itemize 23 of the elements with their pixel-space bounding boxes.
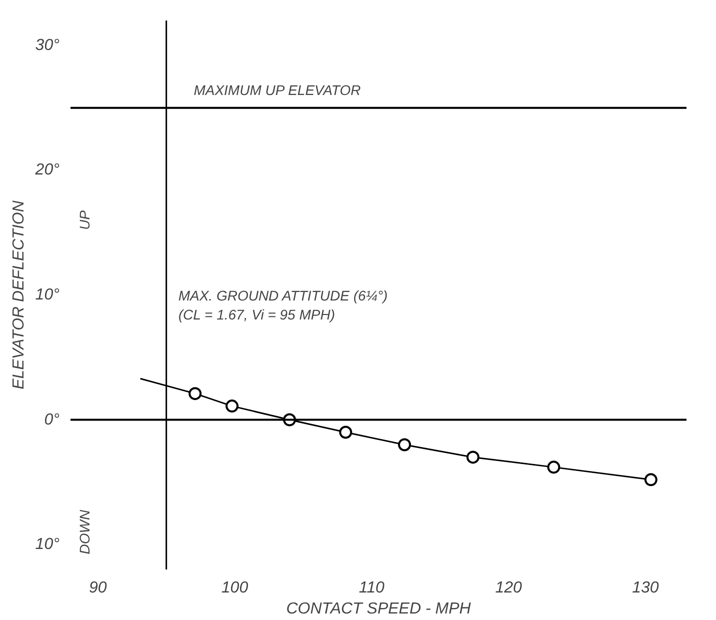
point	[398, 438, 412, 452]
point	[547, 460, 560, 474]
y-tick-label: 10°	[35, 536, 60, 554]
point	[339, 426, 352, 439]
y-tick-label: 0°	[44, 411, 60, 428]
ref-line-label: MAXIMUM UP ELEVATOR	[194, 82, 361, 98]
point	[188, 387, 202, 400]
y-tick-label: 20°	[34, 162, 60, 179]
x-tick-label: 110	[358, 580, 385, 596]
x-axis-title: CONTACT SPEED - MPH	[286, 600, 472, 618]
y-axis-title: ELEVATOR DEFLECTION	[10, 200, 28, 390]
ref-line-label: MAX. GROUND ATTITUDE (6¼°) (CL = 1.67, Vi = 95 MPH)	[178, 287, 388, 322]
x-tick-label: 120	[495, 580, 522, 596]
y-tick-label: 10°	[35, 286, 60, 304]
x-tick-label: 90	[88, 580, 107, 596]
point	[466, 450, 480, 464]
y-tick-label: 30°	[35, 36, 60, 54]
annotation: DOWN	[76, 509, 92, 554]
x-tick-label: 100	[221, 580, 248, 596]
point	[226, 400, 239, 413]
annotation: UP	[76, 210, 92, 230]
point	[644, 473, 658, 486]
x-tick-label: 130	[632, 580, 659, 596]
